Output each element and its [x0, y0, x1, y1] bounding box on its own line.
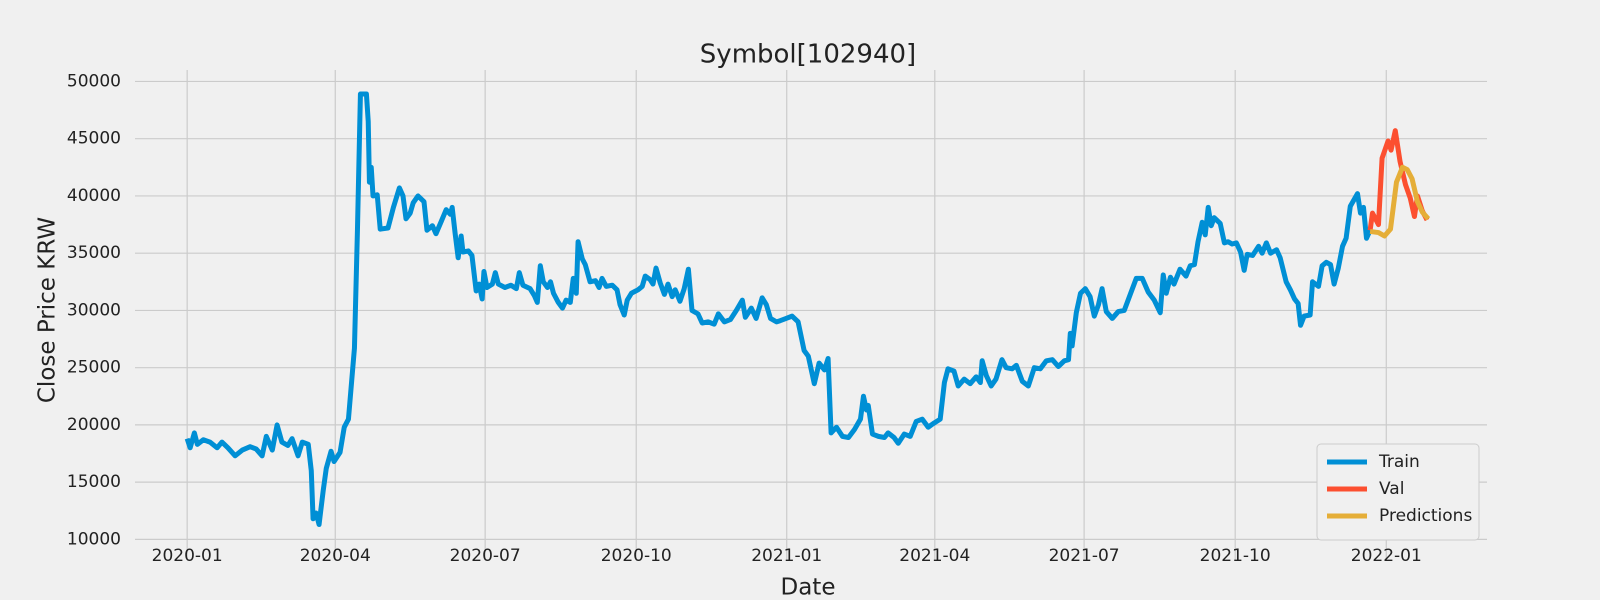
series-line [184, 91, 1373, 528]
legend-label: Predictions [1379, 506, 1472, 526]
x-tick-label: 2021-01 [751, 546, 822, 566]
x-tick-label: 2020-04 [300, 546, 371, 566]
x-tick-label: 2021-10 [1200, 546, 1271, 566]
y-tick-label: 25000 [67, 358, 121, 378]
x-tick-label: 2020-07 [450, 546, 521, 566]
y-tick-label: 40000 [67, 186, 121, 206]
x-tick-label: 2021-07 [1049, 546, 1120, 566]
y-tick-label: 10000 [67, 529, 121, 549]
y-tick-label: 30000 [67, 300, 121, 320]
x-axis-label: Date [781, 575, 836, 600]
y-tick-label: 45000 [67, 129, 121, 149]
chart-title: Symbol[102940] [700, 40, 916, 70]
x-tick-label: 2022-01 [1351, 546, 1422, 566]
x-tick-label: 2020-10 [601, 546, 672, 566]
y-tick-label: 15000 [67, 472, 121, 492]
y-tick-label: 50000 [67, 71, 121, 91]
y-tick-label: 20000 [67, 415, 121, 435]
legend-label: Train [1378, 452, 1420, 472]
x-tick-label: 2020-01 [152, 546, 223, 566]
y-axis-label: Close Price KRW [35, 217, 61, 403]
series-line [1369, 164, 1431, 239]
y-tick-label: 35000 [67, 243, 121, 263]
legend-label: Val [1379, 479, 1404, 499]
x-tick-label: 2021-04 [899, 546, 970, 566]
